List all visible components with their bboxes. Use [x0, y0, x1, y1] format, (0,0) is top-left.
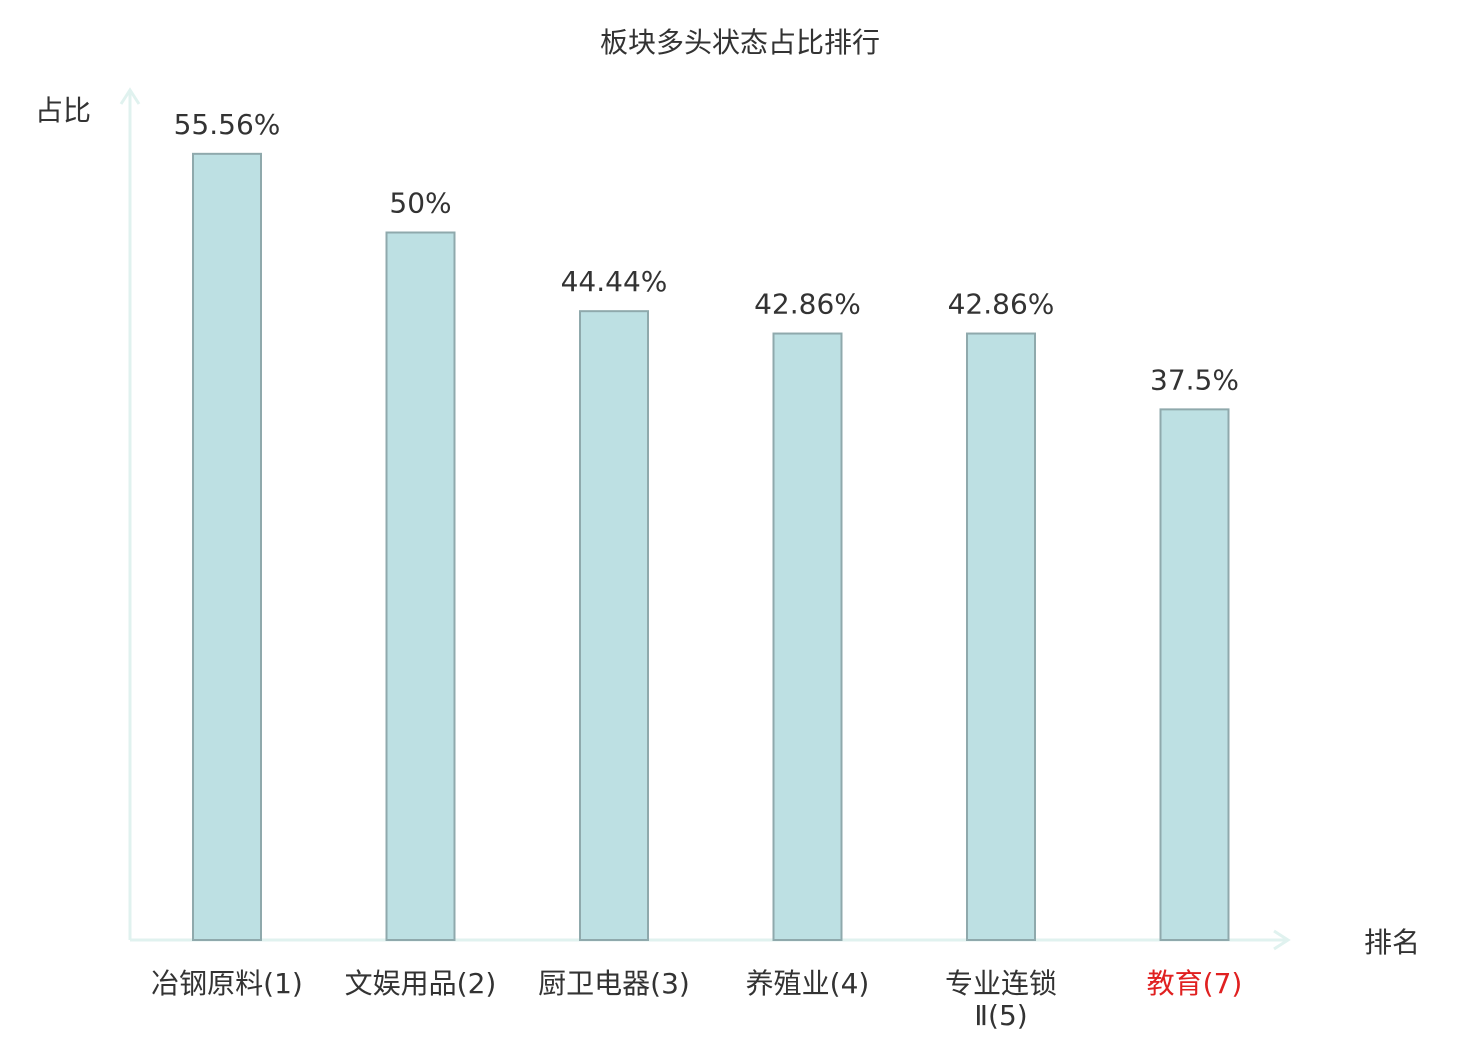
- category-label: 专业连锁 Ⅱ(5): [945, 967, 1057, 1032]
- chart-title: 板块多头状态占比排行: [600, 26, 880, 59]
- value-label: 37.5%: [1150, 363, 1239, 396]
- category-label-line: 文娱用品(2): [345, 967, 497, 1000]
- category-label: 厨卫电器(3): [538, 967, 690, 1000]
- category-label: 文娱用品(2): [345, 967, 497, 1000]
- category-labels-group: 冶钢原料(1) 文娱用品(2) 厨卫电器(3) 养殖业(4) 专业连锁 Ⅱ(5) 教育(7): [151, 967, 1242, 1032]
- x-axis-label: 排名: [1364, 926, 1420, 959]
- category-label: 教育(7): [1147, 967, 1243, 1000]
- value-labels-group: 55.56% 50% 44.44% 42.86% 42.86% 37.5%: [174, 108, 1239, 397]
- bar: [772, 332, 843, 941]
- bar: [966, 332, 1036, 941]
- value-label: 44.44%: [561, 265, 668, 298]
- category-label: 养殖业(4): [746, 967, 870, 1000]
- bars-group: [192, 152, 1230, 942]
- value-label: 42.86%: [754, 288, 861, 321]
- category-label-line: 厨卫电器(3): [538, 967, 690, 1000]
- value-label: 50%: [389, 187, 451, 220]
- value-label: 42.86%: [948, 288, 1055, 321]
- category-label: 冶钢原料(1): [151, 967, 303, 1000]
- bar: [579, 310, 649, 941]
- value-label: 55.56%: [174, 108, 281, 141]
- category-label-line: 专业连锁: [945, 967, 1057, 1000]
- y-axis-arrow: [119, 87, 141, 105]
- axes: [119, 87, 1291, 951]
- category-label-line: Ⅱ(5): [974, 999, 1027, 1032]
- category-label-line: 冶钢原料(1): [151, 967, 303, 1000]
- bar: [1159, 408, 1230, 941]
- x-axis-arrow: [1273, 929, 1291, 951]
- category-label-line: 养殖业(4): [746, 967, 870, 1000]
- y-axis-label: 占比: [35, 94, 91, 127]
- bar: [192, 152, 262, 942]
- category-label-line: 教育(7): [1147, 967, 1243, 1000]
- bar: [385, 231, 456, 941]
